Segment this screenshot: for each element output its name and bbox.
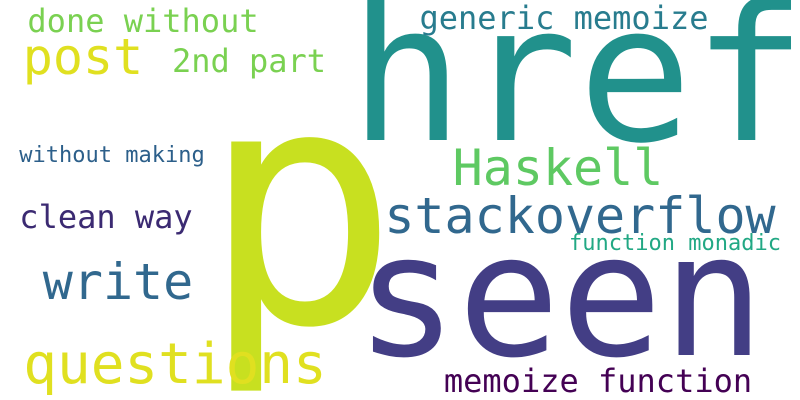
word-2nd-part: 2nd part — [172, 42, 326, 80]
word-clean-way: clean way — [19, 198, 192, 236]
word-questions: questions — [23, 332, 326, 397]
word-seen: seen — [355, 198, 764, 396]
word-without-making: without making — [19, 143, 204, 168]
word-href: href — [349, 0, 800, 185]
word-post: post — [23, 28, 143, 86]
word-function-monadic: function monadic — [569, 231, 781, 256]
word-p: p — [201, 16, 400, 400]
word-memoize-function: memoize function — [444, 362, 752, 400]
word-haskell: Haskell — [453, 139, 664, 197]
word-write: write — [43, 253, 194, 311]
word-done-without: done without — [27, 2, 258, 40]
word-stackoverflow: stackoverflow — [384, 187, 776, 245]
word-generic-memoize: generic memoize — [420, 0, 709, 37]
